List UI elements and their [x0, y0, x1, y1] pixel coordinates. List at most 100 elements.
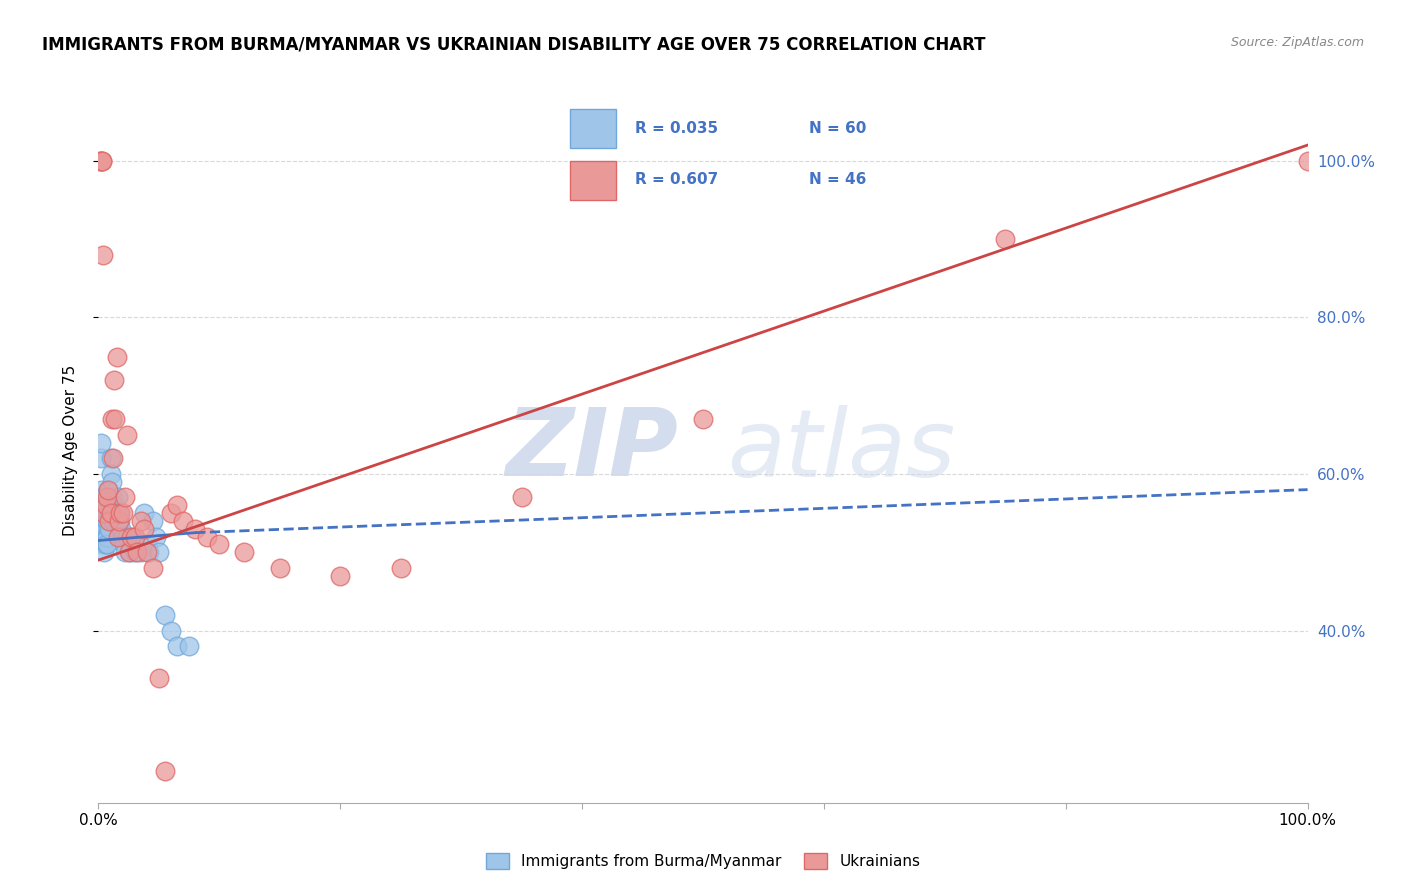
Point — [135, 537, 157, 551]
Point — [98, 506, 121, 520]
Point — [124, 545, 146, 559]
Point — [111, 506, 134, 520]
Point — [97, 483, 120, 497]
Point — [100, 412, 122, 426]
Point — [148, 671, 170, 685]
Point — [96, 537, 118, 551]
Point — [94, 522, 117, 536]
Point — [118, 545, 141, 559]
Point — [91, 537, 114, 551]
Point — [93, 537, 115, 551]
Point — [107, 491, 129, 505]
Point — [94, 530, 117, 544]
Point — [96, 491, 118, 505]
Point — [135, 545, 157, 559]
Point — [124, 530, 146, 544]
Point — [96, 530, 118, 544]
Point — [108, 514, 131, 528]
Point — [118, 545, 141, 559]
Point — [90, 153, 112, 168]
Point — [110, 522, 132, 536]
Point — [269, 561, 291, 575]
Point — [101, 514, 124, 528]
Point — [94, 537, 117, 551]
Point — [134, 522, 156, 536]
Point — [127, 545, 149, 559]
Point — [172, 514, 194, 528]
Point — [97, 483, 120, 497]
Point — [111, 530, 134, 544]
Point — [100, 506, 122, 520]
Text: Source: ZipAtlas.com: Source: ZipAtlas.com — [1230, 36, 1364, 49]
Point — [1296, 153, 1319, 168]
Point — [91, 530, 114, 544]
Point — [105, 514, 128, 528]
Point — [89, 530, 111, 544]
Point — [103, 506, 125, 520]
Point — [127, 537, 149, 551]
Point — [692, 412, 714, 426]
Point — [93, 506, 115, 520]
Point — [166, 498, 188, 512]
Text: IMMIGRANTS FROM BURMA/MYANMAR VS UKRAINIAN DISABILITY AGE OVER 75 CORRELATION CH: IMMIGRANTS FROM BURMA/MYANMAR VS UKRAINI… — [42, 36, 986, 54]
Legend: Immigrants from Burma/Myanmar, Ukrainians: Immigrants from Burma/Myanmar, Ukrainian… — [479, 847, 927, 875]
Point — [389, 561, 412, 575]
Point — [90, 435, 112, 450]
Point — [160, 624, 183, 638]
Point — [329, 568, 352, 582]
Point — [101, 451, 124, 466]
Point — [108, 514, 131, 528]
Point — [91, 153, 114, 168]
Point — [121, 530, 143, 544]
Point — [114, 545, 136, 559]
Point — [994, 232, 1017, 246]
Point — [104, 498, 127, 512]
Point — [208, 537, 231, 551]
Point — [108, 506, 131, 520]
Y-axis label: Disability Age Over 75: Disability Age Over 75 — [63, 365, 77, 536]
Point — [112, 537, 135, 551]
Point — [100, 467, 122, 481]
Point — [97, 498, 120, 512]
Point — [142, 561, 165, 575]
Point — [100, 451, 122, 466]
Point — [90, 498, 112, 512]
Point — [108, 506, 131, 520]
Point — [138, 545, 160, 559]
Point — [107, 530, 129, 544]
Point — [93, 530, 115, 544]
Point — [142, 514, 165, 528]
Point — [120, 530, 142, 544]
Point — [105, 350, 128, 364]
Point — [160, 506, 183, 520]
Point — [148, 545, 170, 559]
Point — [93, 545, 115, 559]
Point — [96, 514, 118, 528]
Point — [98, 522, 121, 536]
Text: ZIP: ZIP — [506, 404, 679, 497]
Point — [114, 491, 136, 505]
Point — [100, 491, 122, 505]
Point — [129, 514, 152, 528]
Point — [510, 491, 533, 505]
Point — [129, 545, 152, 559]
Point — [91, 153, 114, 168]
Point — [98, 514, 121, 528]
Point — [195, 530, 218, 544]
Point — [104, 412, 127, 426]
Point — [90, 483, 112, 497]
Point — [89, 153, 111, 168]
Point — [91, 498, 114, 512]
Point — [89, 514, 111, 528]
Point — [90, 451, 112, 466]
Point — [134, 506, 156, 520]
Point — [93, 514, 115, 528]
Point — [153, 764, 176, 779]
Point — [91, 248, 114, 262]
Point — [153, 607, 176, 622]
Point — [101, 498, 124, 512]
Point — [91, 522, 114, 536]
Point — [184, 522, 207, 536]
Point — [166, 639, 188, 653]
Point — [91, 522, 114, 536]
